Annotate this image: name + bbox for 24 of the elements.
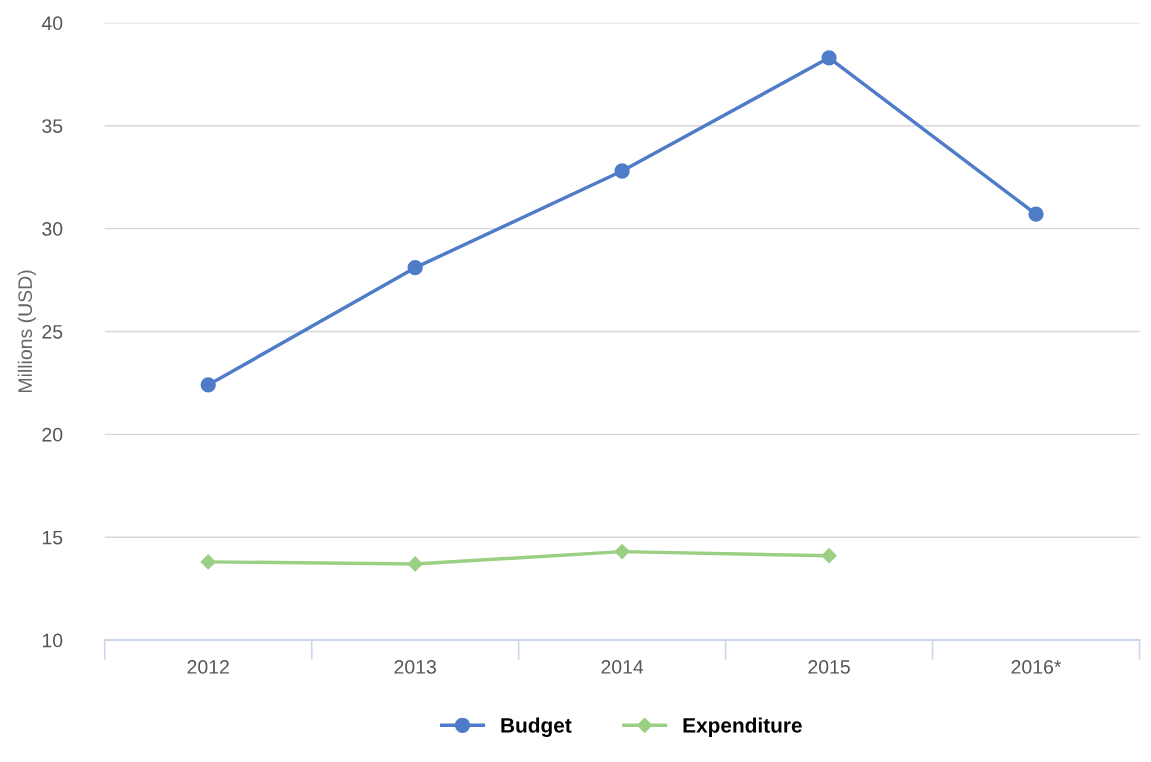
x-tick-label: 2014 — [601, 660, 644, 674]
x-tick-label: 2013 — [394, 660, 436, 674]
point — [200, 377, 216, 393]
x-tick-label: 2015 — [808, 660, 850, 674]
point — [821, 548, 837, 564]
x-tick-label: 2016* — [1011, 660, 1062, 674]
y-tick-label: 30 — [42, 222, 63, 236]
y-tick-label: 20 — [42, 427, 63, 442]
point — [821, 50, 837, 66]
point — [614, 163, 630, 179]
y-axis-title: Millions (USD) — [17, 270, 36, 392]
point — [407, 260, 423, 276]
point — [407, 556, 423, 572]
x-tick-label: 2012 — [187, 660, 229, 674]
point — [1028, 206, 1044, 222]
legend-label: Expenditure — [683, 717, 802, 737]
point — [614, 544, 630, 560]
y-tick-label: 40 — [41, 16, 63, 31]
legend-label: Budget — [501, 717, 572, 737]
y-tick-label: 35 — [42, 119, 63, 133]
y-tick-label: 15 — [42, 530, 63, 545]
y-tick-label: 25 — [42, 324, 63, 339]
point — [200, 554, 216, 570]
y-tick-label: 10 — [42, 633, 63, 648]
